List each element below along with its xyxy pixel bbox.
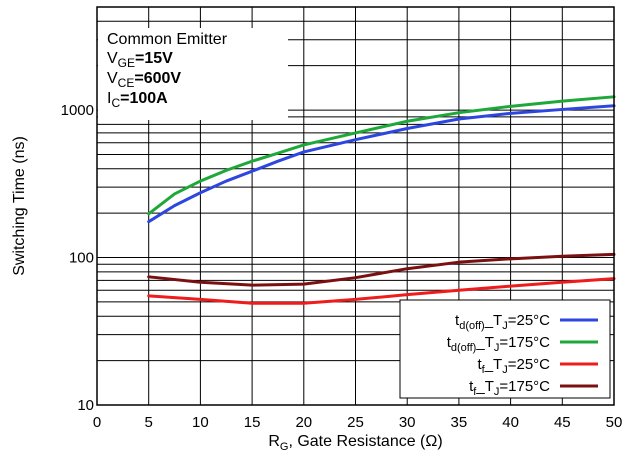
plot-frame xyxy=(96,6,615,406)
x-tick-labels: 0 5 10 15 20 25 30 35 40 45 50 xyxy=(93,414,623,431)
legend-label: tf_TJ=175°C xyxy=(469,378,550,398)
conditions-title: Common Emitter xyxy=(107,31,228,48)
series-line xyxy=(147,277,616,305)
y-tick-labels: 10 100 1000 xyxy=(61,102,94,414)
x-tick-label: 30 xyxy=(399,414,416,431)
condition-value: =15V xyxy=(135,50,173,67)
condition-symbol: I xyxy=(107,90,111,107)
legend-background xyxy=(399,299,611,399)
x-tick-label: 35 xyxy=(451,414,468,431)
condition-line: IC=100A xyxy=(107,90,168,110)
condition-value: =100A xyxy=(120,90,168,107)
series-line xyxy=(147,95,616,216)
series-lines xyxy=(147,95,616,305)
series-line xyxy=(147,252,616,287)
y-tick-label: 1000 xyxy=(61,102,94,119)
x-tick-label: 5 xyxy=(145,414,153,431)
legend-label: td(off)_TJ=175°C xyxy=(447,334,550,354)
x-axis-label: RG, Gate Resistance (Ω) xyxy=(268,433,442,453)
x-tick-label: 50 xyxy=(606,414,623,431)
series-line xyxy=(147,104,616,224)
conditions-background xyxy=(98,28,288,120)
grid xyxy=(97,6,614,405)
condition-symbol: V xyxy=(107,70,118,87)
condition-line: VGE=15V xyxy=(107,50,173,70)
x-tick-label: 0 xyxy=(93,414,101,431)
x-tick-label: 15 xyxy=(244,414,261,431)
x-tick-label: 40 xyxy=(502,414,519,431)
condition-value: =600V xyxy=(134,70,181,87)
legend-items: td(off)_TJ=25°Ctd(off)_TJ=175°Ctf_TJ=25°… xyxy=(447,312,598,398)
x-tick-label: 25 xyxy=(347,414,364,431)
x-tick-label: 20 xyxy=(295,414,312,431)
y-tick-label: 10 xyxy=(77,397,94,414)
x-axis-label-main: R xyxy=(268,433,280,450)
x-axis-label-rest: , Gate Resistance (Ω) xyxy=(288,433,442,450)
condition-subscript: CE xyxy=(118,76,135,90)
condition-subscript: C xyxy=(111,96,120,110)
legend-label: tf_TJ=25°C xyxy=(477,356,550,376)
condition-subscript: GE xyxy=(118,56,135,70)
x-tick-label: 45 xyxy=(554,414,571,431)
x-axis-label-sub: G xyxy=(280,441,289,453)
x-tick-label: 10 xyxy=(192,414,209,431)
legend: td(off)_TJ=25°Ctd(off)_TJ=175°Ctf_TJ=25°… xyxy=(399,299,611,399)
legend-label: td(off)_TJ=25°C xyxy=(455,312,550,332)
y-axis-label: Switching Time (ns) xyxy=(11,136,28,276)
y-tick-label: 100 xyxy=(69,250,94,267)
condition-symbol: V xyxy=(107,50,118,67)
condition-line: VCE=600V xyxy=(107,70,181,90)
